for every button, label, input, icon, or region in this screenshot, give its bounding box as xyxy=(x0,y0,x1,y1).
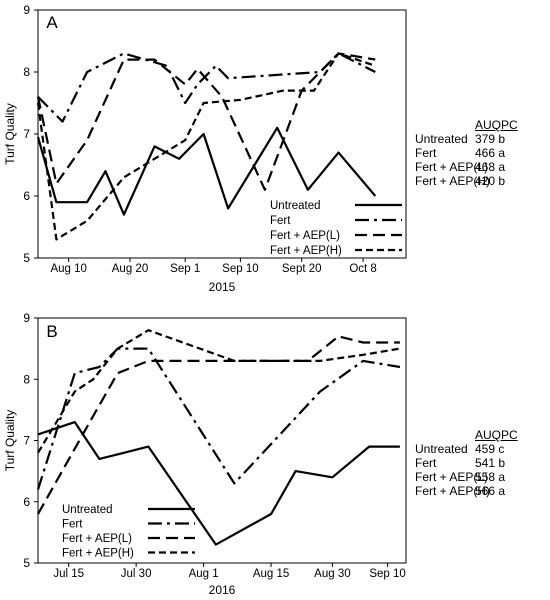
legend-label: Fert + AEP(L) xyxy=(270,230,340,242)
legend-label: Fert xyxy=(270,215,291,227)
auqpc-value: 558 a xyxy=(475,470,506,484)
series-line-untreated xyxy=(37,421,400,546)
legend: Untreated Fert Fert + AEP(L) Fert + AEP(H) xyxy=(270,200,402,257)
x-tick-label: Aug 1 xyxy=(189,568,219,580)
auqpc-treatment: Fert + AEP(L) xyxy=(415,160,489,174)
y-axis-label: Turf Quality xyxy=(3,410,17,472)
auqpc-treatment: Fert xyxy=(415,146,437,160)
legend: Untreated Fert Fert + AEP(L) Fert + AEP(H) xyxy=(62,504,195,560)
panel-label: A xyxy=(46,13,58,32)
y-tick-label: 7 xyxy=(23,434,30,448)
auqpc-treatment: Untreated xyxy=(415,132,468,146)
legend-label: Fert xyxy=(62,519,83,531)
auqpc-row: Fert 541 b xyxy=(415,456,535,470)
auqpc-row: Fert + AEP(H) 566 a xyxy=(415,484,535,498)
series-line-fert-aep-h xyxy=(36,52,376,241)
x-tick-label: Aug 30 xyxy=(314,568,350,580)
auqpc-value: 566 a xyxy=(475,484,506,498)
x-tick-label: Aug 20 xyxy=(112,263,148,275)
legend-label: Fert + AEP(H) xyxy=(62,548,134,560)
y-tick-label: 5 xyxy=(23,251,30,265)
auqpc-table-b: AUQPC Untreated 459 c Fert 541 b Fert + AEP(L… xyxy=(415,428,535,498)
auqpc-value: 541 b xyxy=(475,456,506,470)
auqpc-row: Fert + AEP(H) 420 b xyxy=(415,174,535,188)
plot-frame xyxy=(37,317,407,564)
plot-frame xyxy=(37,9,407,259)
auqpc-treatment: Fert + AEP(H) xyxy=(415,484,491,498)
auqpc-value: 379 b xyxy=(475,132,506,146)
series-line-fert xyxy=(37,52,376,123)
y-tick-label: 6 xyxy=(23,495,30,509)
y-axis-label: Turf Quality xyxy=(3,103,17,165)
chart-panel-b: B 5 6 7 8 9 Turf Quality Jul 15 Jul 30 Aug 1 Aug 1… xyxy=(3,311,407,597)
x-tick-label: Sep 10 xyxy=(369,568,405,580)
auqpc-value: 459 c xyxy=(475,442,505,456)
auqpc-treatment: Untreated xyxy=(415,442,468,456)
series-line-fert-aep-l xyxy=(36,52,376,191)
series-line-untreated xyxy=(36,126,377,216)
y-tick-label: 5 xyxy=(23,556,30,570)
legend-label: Fert + AEP(L) xyxy=(62,533,132,545)
auqpc-value: 468 a xyxy=(475,160,506,174)
auqpc-treatment: Fert + AEP(L) xyxy=(415,470,489,484)
legend-label: Fert + AEP(H) xyxy=(270,245,342,257)
x-axis-label: 2015 xyxy=(209,280,236,294)
auqpc-row: Untreated 459 c xyxy=(415,442,535,456)
auqpc-value: 466 a xyxy=(475,146,506,160)
auqpc-row: Fert + AEP(L) 468 a xyxy=(415,160,535,174)
series-line-fert-aep-l xyxy=(37,335,400,515)
auqpc-treatment: Fert + AEP(H) xyxy=(415,174,491,188)
x-tick-label: Jul 15 xyxy=(53,568,84,580)
auqpc-row: Fert 466 a xyxy=(415,146,535,160)
x-tick-label: Oct 8 xyxy=(349,263,376,275)
series-line-fert-aep-h xyxy=(37,329,401,454)
legend-label: Untreated xyxy=(270,200,321,212)
x-tick-label: Aug 15 xyxy=(253,568,289,580)
panel-label: B xyxy=(46,322,57,341)
x-tick-label: Sept 20 xyxy=(282,263,322,275)
legend-label: Untreated xyxy=(62,504,113,516)
auqpc-row: Untreated 379 b xyxy=(415,132,535,146)
y-tick-label: 8 xyxy=(23,372,30,386)
y-tick-label: 6 xyxy=(23,189,30,203)
chart-panel-a: A 5 6 7 8 9 Turf Quality Aug 10 Aug 20 Sep 1 Sep 1… xyxy=(3,3,407,294)
auqpc-row: Fert + AEP(L) 558 a xyxy=(415,470,535,484)
auqpc-header: AUQPC xyxy=(475,428,518,442)
x-tick-label: Jul 30 xyxy=(121,568,152,580)
auqpc-table-a: AUQPC Untreated 379 b Fert 466 a Fert + AEP(L… xyxy=(415,118,535,188)
x-axis-label: 2016 xyxy=(209,583,236,597)
auqpc-value: 420 b xyxy=(475,174,506,188)
auqpc-treatment: Fert xyxy=(415,456,437,470)
series-line-fert xyxy=(36,347,401,490)
y-tick-label: 7 xyxy=(23,127,30,141)
x-tick-label: Sep 1 xyxy=(170,263,200,275)
auqpc-header: AUQPC xyxy=(475,118,518,132)
x-tick-label: Aug 10 xyxy=(50,263,86,275)
y-tick-label: 9 xyxy=(23,3,30,17)
y-tick-label: 9 xyxy=(23,311,30,325)
x-tick-label: Sep 10 xyxy=(222,263,258,275)
y-tick-label: 8 xyxy=(23,65,30,79)
